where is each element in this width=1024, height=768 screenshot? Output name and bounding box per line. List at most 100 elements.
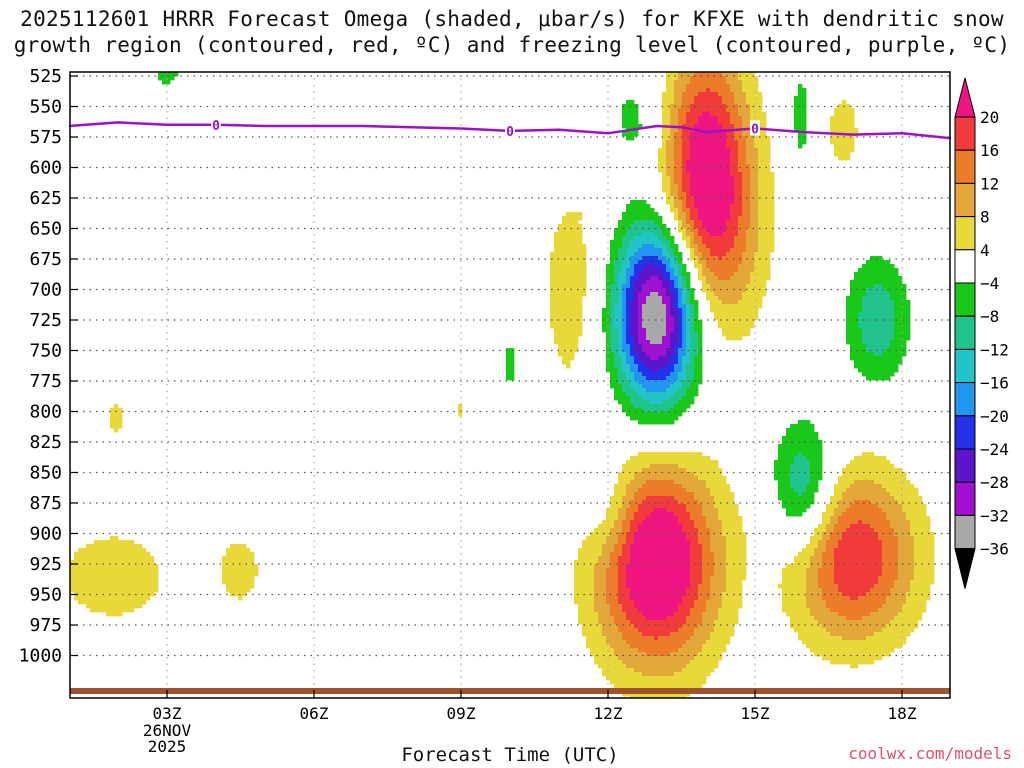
omega-cell <box>730 500 735 505</box>
omega-cell <box>662 376 667 381</box>
omega-cell <box>786 500 791 505</box>
omega-cell <box>634 488 639 493</box>
omega-cell <box>630 500 635 505</box>
omega-cell <box>894 268 899 273</box>
omega-cell <box>870 476 875 481</box>
omega-cell <box>662 452 667 457</box>
omega-cell <box>566 328 571 333</box>
omega-cell <box>614 264 619 269</box>
omega-cell <box>642 540 647 545</box>
omega-cell <box>670 208 675 213</box>
omega-cell <box>762 148 767 153</box>
omega-cell <box>658 324 663 329</box>
omega-cell <box>862 544 867 549</box>
omega-cell <box>638 292 643 297</box>
omega-cell <box>662 472 667 477</box>
omega-cell <box>906 500 911 505</box>
omega-cell <box>858 488 863 493</box>
omega-cell <box>630 492 635 497</box>
omega-cell <box>678 324 683 329</box>
omega-cell <box>690 156 695 161</box>
omega-cell <box>762 248 767 253</box>
omega-cell <box>698 156 703 161</box>
omega-cell <box>806 476 811 481</box>
omega-cell <box>866 492 871 497</box>
omega-cell <box>678 220 683 225</box>
omega-cell <box>562 360 567 365</box>
omega-cell <box>738 80 743 85</box>
omega-cell <box>578 280 583 285</box>
omega-cell <box>642 480 647 485</box>
omega-cell <box>634 544 639 549</box>
omega-cell <box>678 360 683 365</box>
omega-cell <box>906 536 911 541</box>
omega-cell <box>646 212 651 217</box>
omega-cell <box>726 292 731 297</box>
omega-cell <box>874 544 879 549</box>
omega-cell <box>746 252 751 257</box>
omega-cell <box>894 352 899 357</box>
omega-cell <box>746 172 751 177</box>
omega-cell <box>658 348 663 353</box>
omega-cell <box>642 368 647 373</box>
omega-cell <box>882 336 887 341</box>
omega-cell <box>630 472 635 477</box>
omega-cell <box>98 540 103 545</box>
omega-cell <box>886 368 891 373</box>
omega-cell <box>674 348 679 353</box>
omega-cell <box>706 148 711 153</box>
omega-cell <box>718 148 723 153</box>
omega-cell <box>706 116 711 121</box>
omega-cell <box>566 268 571 273</box>
omega-cell <box>846 528 851 533</box>
omega-cell <box>734 544 739 549</box>
omega-cell <box>610 296 615 301</box>
omega-cell <box>822 540 827 545</box>
omega-cell <box>690 380 695 385</box>
omega-cell <box>118 548 123 553</box>
omega-cell <box>634 112 639 117</box>
omega-cell <box>866 272 871 277</box>
omega-cell <box>766 256 771 261</box>
omega-cell <box>674 392 679 397</box>
omega-cell <box>682 456 687 461</box>
omega-cell <box>122 548 127 553</box>
omega-cell <box>706 476 711 481</box>
omega-cell <box>690 372 695 377</box>
omega-cell <box>618 360 623 365</box>
omega-cell <box>886 480 891 485</box>
omega-cell <box>810 548 815 553</box>
omega-cell <box>862 272 867 277</box>
omega-cell <box>726 332 731 337</box>
omega-cell <box>830 536 835 541</box>
omega-cell <box>882 332 887 337</box>
omega-cell <box>894 292 899 297</box>
omega-cell <box>766 240 771 245</box>
omega-cell <box>870 288 875 293</box>
omega-cell <box>930 536 935 541</box>
omega-cell <box>698 332 703 337</box>
omega-cell <box>802 124 807 129</box>
omega-cell <box>658 492 663 497</box>
omega-cell <box>838 484 843 489</box>
omega-cell <box>634 268 639 273</box>
omega-cell <box>718 112 723 117</box>
omega-cell <box>726 336 731 341</box>
omega-cell <box>786 476 791 481</box>
omega-cell <box>670 272 675 277</box>
omega-cell <box>750 200 755 205</box>
omega-cell <box>686 276 691 281</box>
omega-cell <box>778 496 783 501</box>
omega-cell <box>746 84 751 89</box>
omega-cell <box>878 332 883 337</box>
omega-cell <box>882 540 887 545</box>
omega-cell <box>766 160 771 165</box>
omega-cell <box>506 356 511 361</box>
omega-cell <box>566 288 571 293</box>
omega-cell <box>814 480 819 485</box>
omega-cell <box>674 288 679 293</box>
omega-cell <box>758 164 763 169</box>
omega-cell <box>658 312 663 317</box>
omega-cell <box>734 308 739 313</box>
omega-cell <box>878 280 883 285</box>
